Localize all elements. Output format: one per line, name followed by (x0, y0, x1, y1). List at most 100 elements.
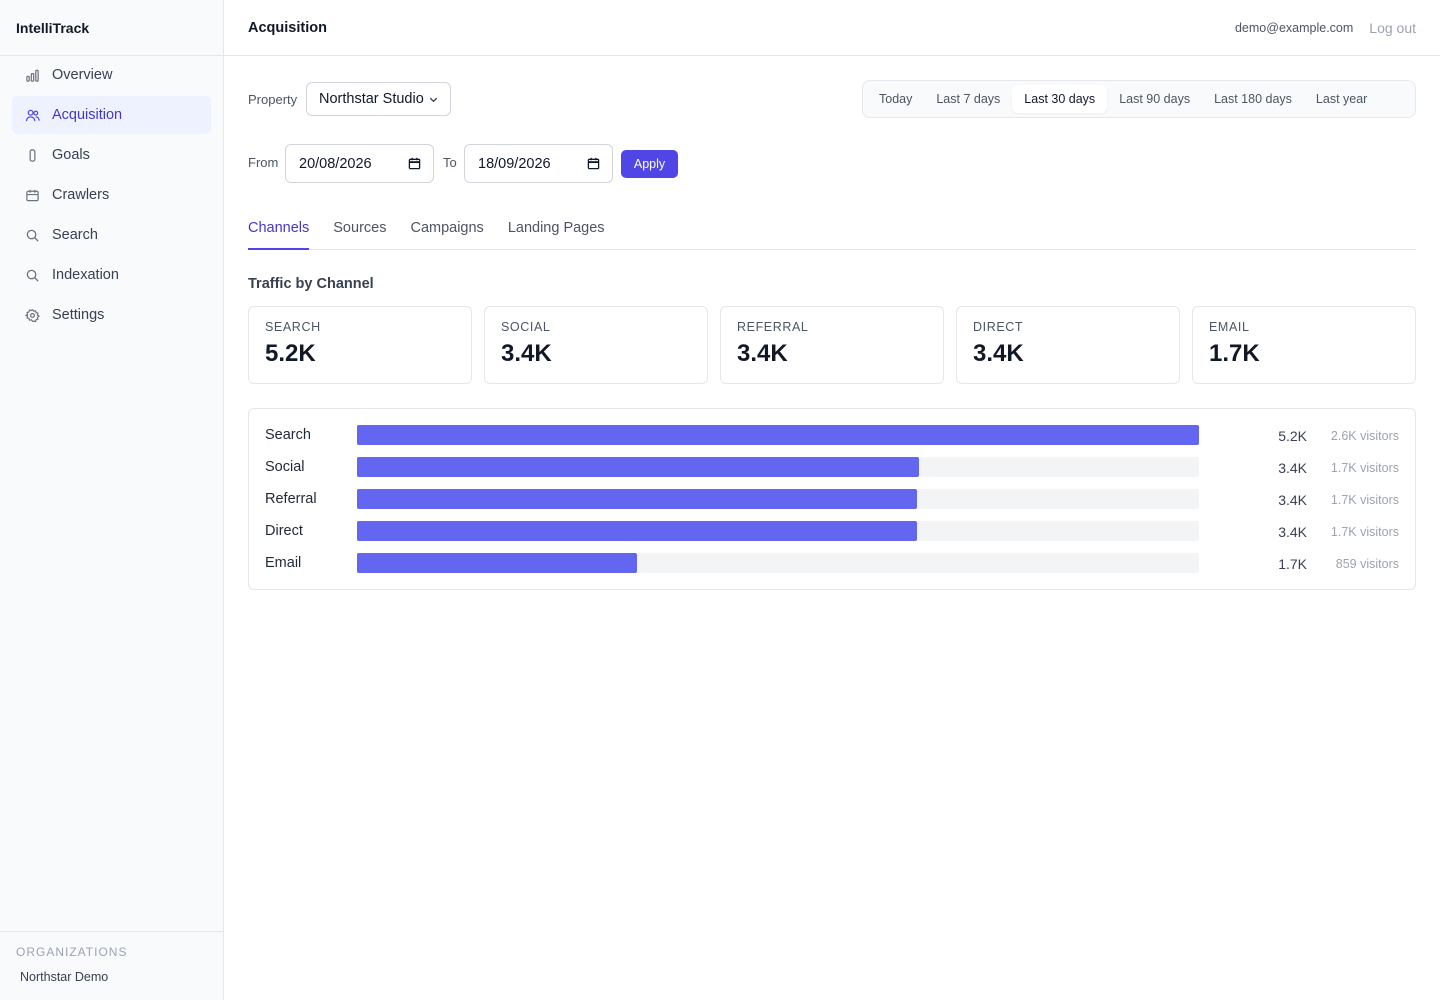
range-last-7-days-button[interactable]: Last 7 days (936, 92, 1001, 106)
organizations-section: ORGANIZATIONS Northstar Demo (0, 931, 223, 1000)
channel-bar-fill (357, 553, 638, 573)
sidebar-item-label: Indexation (52, 267, 119, 283)
custom-date-row: From 20/08/2026 To 18/09/2026 Apply (248, 144, 1416, 206)
sidebar-nav: Overview Acquisition Goals Crawlers Sear… (0, 0, 223, 334)
user-area: demo@example.com Log out (1235, 20, 1416, 36)
channel-bar-label: Referral (265, 491, 317, 507)
channel-bar-label: Email (265, 555, 302, 571)
range-last-180-days-button[interactable]: Last 180 days (1214, 92, 1292, 106)
sidebar-item-search[interactable]: Search (12, 216, 211, 254)
search-icon (24, 267, 40, 283)
channel-bar-visitors: 859 visitors (1335, 557, 1399, 571)
sidebar: IntelliTrack Overview Acquisition Goals … (0, 0, 224, 1000)
calendar-icon[interactable] (587, 157, 600, 170)
logout-button[interactable]: Log out (1369, 19, 1416, 36)
sidebar-item-settings[interactable]: Settings (12, 296, 211, 334)
sidebar-item-goals[interactable]: Goals (12, 136, 211, 174)
from-date-input[interactable]: 20/08/2026 (285, 144, 434, 183)
sidebar-item-label: Goals (52, 147, 90, 163)
sidebar-item-label: Overview (52, 67, 113, 83)
sidebar-item-label: Search (52, 227, 98, 243)
channel-bar-value: 1.7K (1278, 556, 1307, 572)
page-title: Acquisition (248, 19, 327, 36)
channel-bar-track (357, 521, 1199, 541)
channel-bar-row: Email 1.7K 859 visitors (249, 553, 1415, 585)
channel-bar-track (357, 457, 1199, 477)
sidebar-item-label: Crawlers (52, 187, 110, 203)
tab-landing-pages[interactable]: Landing Pages (507, 220, 605, 236)
user-email: demo@example.com (1234, 20, 1354, 35)
sidebar-item-overview[interactable]: Overview (12, 56, 211, 94)
stat-card-label: REFERRAL (737, 320, 809, 334)
sidebar-item-label: Settings (52, 307, 105, 323)
channel-bars-panel: Search 5.2K 2.6K visitors Social 3.4K 1.… (248, 408, 1416, 590)
calendar-icon[interactable] (408, 157, 421, 170)
channel-summary-cards: SEARCH 5.2K SOCIAL 3.4K REFERRAL 3.4K DI… (248, 306, 1416, 384)
sidebar-item-indexation[interactable]: Indexation (12, 256, 211, 294)
stat-card-referral: REFERRAL 3.4K (720, 306, 944, 384)
stat-card-label: DIRECT (973, 320, 1024, 334)
stat-card-label: SOCIAL (501, 320, 551, 334)
stat-card-label: EMAIL (1209, 320, 1250, 334)
channel-bar-fill (357, 489, 917, 509)
channel-bar-fill (357, 521, 917, 541)
property-range-row: Property Northstar Studio Today Last 7 d… (248, 56, 1416, 144)
from-date-value: 20/08/2026 (299, 155, 372, 172)
users-icon (24, 107, 40, 123)
to-label: To (443, 155, 457, 170)
range-today-button[interactable]: Today (879, 92, 913, 106)
top-header: Acquisition demo@example.com Log out (224, 0, 1440, 56)
property-label: Property (248, 92, 298, 107)
sidebar-item-label: Acquisition (52, 107, 123, 123)
channel-bar-fill (357, 457, 919, 477)
app-logo[interactable]: IntelliTrack (0, 0, 223, 56)
channel-bar-value: 5.2K (1278, 428, 1307, 444)
stat-card-value: 5.2K (265, 340, 316, 367)
organization-link[interactable]: Northstar Demo (20, 970, 109, 984)
calendar-icon (24, 187, 40, 203)
search-icon (24, 227, 40, 243)
organizations-label: ORGANIZATIONS (16, 945, 128, 959)
to-date-input[interactable]: 18/09/2026 (464, 144, 613, 183)
sidebar-item-acquisition[interactable]: Acquisition (12, 96, 211, 134)
from-label: From (248, 155, 279, 170)
main-content: Property Northstar Studio Today Last 7 d… (248, 56, 1416, 590)
chevron-down-icon (428, 94, 439, 105)
stat-card-email: EMAIL 1.7K (1192, 306, 1416, 384)
channel-bar-track (357, 553, 1199, 573)
tab-channels[interactable]: Channels (248, 206, 310, 250)
apply-button[interactable]: Apply (621, 150, 678, 178)
channel-bar-label: Social (265, 459, 305, 475)
channel-bar-value: 3.4K (1278, 492, 1307, 508)
channel-bar-fill (357, 425, 1199, 445)
channel-bar-label: Search (265, 427, 311, 443)
channel-bar-value: 3.4K (1278, 524, 1307, 540)
channel-bar-value: 3.4K (1278, 460, 1307, 476)
gear-icon (24, 307, 40, 323)
property-select[interactable]: Northstar Studio (306, 82, 451, 116)
stat-card-value: 3.4K (501, 340, 552, 367)
channel-bar-row: Social 3.4K 1.7K visitors (249, 457, 1415, 489)
tab-campaigns[interactable]: Campaigns (410, 220, 484, 236)
property-select-value: Northstar Studio (319, 91, 424, 107)
channel-bar-visitors: 1.7K visitors (1330, 461, 1399, 475)
range-last-30-days-button[interactable]: Last 30 days (1012, 85, 1108, 113)
channel-bar-visitors: 1.7K visitors (1330, 493, 1399, 507)
stat-card-search: SEARCH 5.2K (248, 306, 472, 384)
channel-bar-row: Referral 3.4K 1.7K visitors (249, 489, 1415, 521)
channel-bar-track (357, 489, 1199, 509)
range-last-year-button[interactable]: Last year (1315, 92, 1368, 106)
report-tabs: Channels Sources Campaigns Landing Pages (248, 206, 1416, 250)
range-last-90-days-button[interactable]: Last 90 days (1119, 92, 1191, 106)
bar-chart-icon (24, 67, 40, 83)
tab-sources[interactable]: Sources (333, 220, 387, 236)
stat-card-value: 3.4K (973, 340, 1024, 367)
section-title: Traffic by Channel (248, 276, 374, 292)
channel-bar-visitors: 1.7K visitors (1330, 525, 1399, 539)
channel-bar-visitors: 2.6K visitors (1330, 429, 1399, 443)
goal-icon (24, 147, 40, 163)
sidebar-item-crawlers[interactable]: Crawlers (12, 176, 211, 214)
stat-card-social: SOCIAL 3.4K (484, 306, 708, 384)
stat-card-value: 1.7K (1209, 340, 1260, 367)
channel-bar-row: Direct 3.4K 1.7K visitors (249, 521, 1415, 553)
